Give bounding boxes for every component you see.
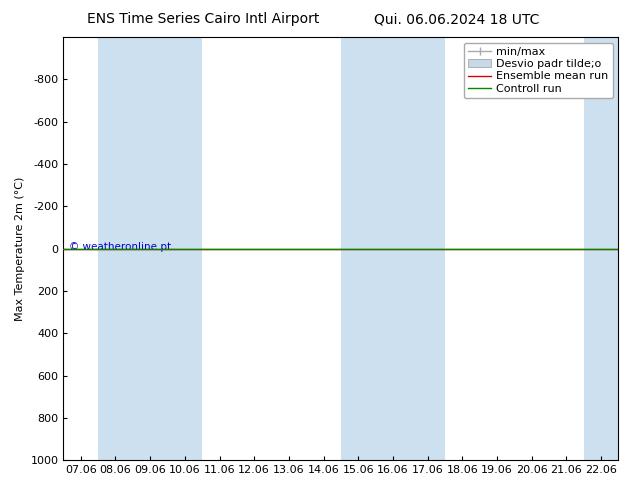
Legend: min/max, Desvio padr tilde;o, Ensemble mean run, Controll run: min/max, Desvio padr tilde;o, Ensemble m… <box>464 43 613 98</box>
Text: Qui. 06.06.2024 18 UTC: Qui. 06.06.2024 18 UTC <box>374 12 539 26</box>
Bar <box>341 37 375 460</box>
Bar <box>375 37 410 460</box>
Bar <box>410 37 445 460</box>
Bar <box>584 37 618 460</box>
Bar <box>167 37 202 460</box>
Y-axis label: Max Temperature 2m (°C): Max Temperature 2m (°C) <box>15 176 25 321</box>
Bar <box>98 37 133 460</box>
Bar <box>133 37 167 460</box>
Text: © weatheronline.pt: © weatheronline.pt <box>69 243 171 252</box>
Text: ENS Time Series Cairo Intl Airport: ENS Time Series Cairo Intl Airport <box>87 12 319 26</box>
